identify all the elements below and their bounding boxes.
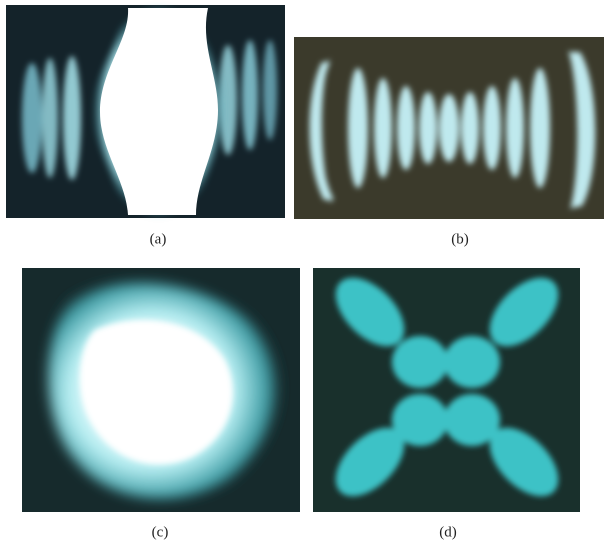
panel-c <box>22 268 300 512</box>
panel-d <box>313 265 580 512</box>
panel-label: (b) <box>451 231 469 247</box>
panel-label: (a) <box>150 231 167 247</box>
panel-a <box>6 5 285 218</box>
figure: (a) (b) (c) <box>0 0 610 548</box>
panel-b <box>294 37 604 219</box>
panel-label: (d) <box>439 524 457 540</box>
panel-label: (c) <box>152 524 169 540</box>
